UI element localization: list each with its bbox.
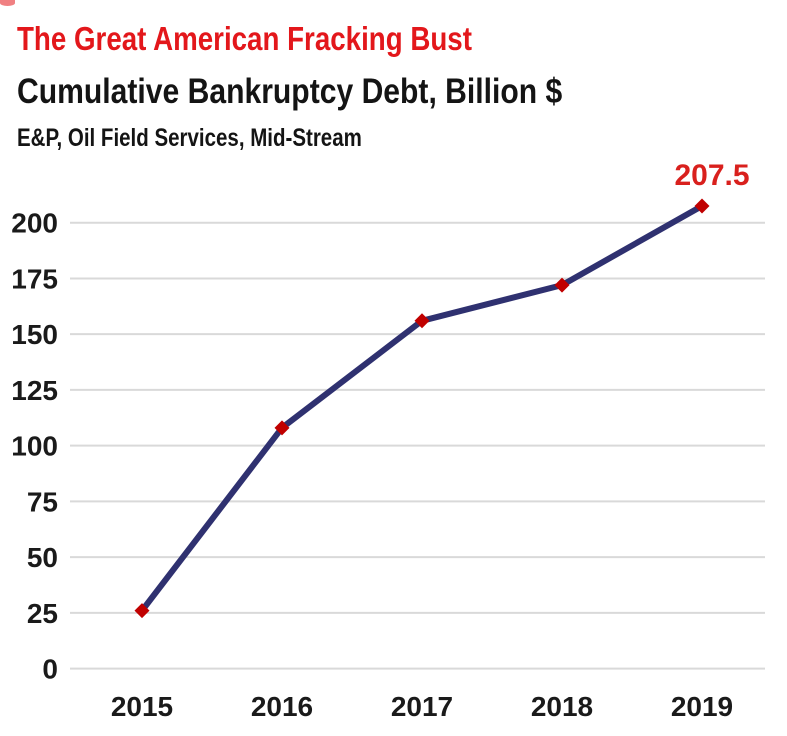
y-axis-label: 200 [11,208,58,239]
y-axis-label: 75 [27,486,58,517]
data-point-marker [554,277,570,293]
x-axis-label: 2019 [671,691,733,722]
x-axis-label: 2015 [111,691,173,722]
data-line [139,202,705,614]
last-value-label: 207.5 [674,159,749,192]
y-axis-label: 100 [11,431,58,462]
y-axis-label: 0 [42,654,58,685]
data-point-marker [134,603,150,619]
chart-subheader: E&P, Oil Field Services, Mid-Stream [17,124,362,152]
x-axis-label: 2017 [391,691,453,722]
chart-title: The Great American Fracking Bust [17,20,472,57]
x-axis-label: 2016 [251,691,313,722]
crop-artifact [0,0,15,6]
data-point-marker [414,313,430,329]
y-axis-label: 125 [11,375,58,406]
x-axis-label: 2018 [531,691,593,722]
data-point-marker [274,420,290,436]
chart-subtitle: Cumulative Bankruptcy Debt, Billion $ [17,72,563,111]
y-axis-label: 150 [11,319,58,350]
y-axis-label: 50 [27,542,58,573]
y-axis-label: 25 [27,598,58,629]
y-axis-label: 175 [11,263,58,294]
data-point-marker [694,198,710,214]
